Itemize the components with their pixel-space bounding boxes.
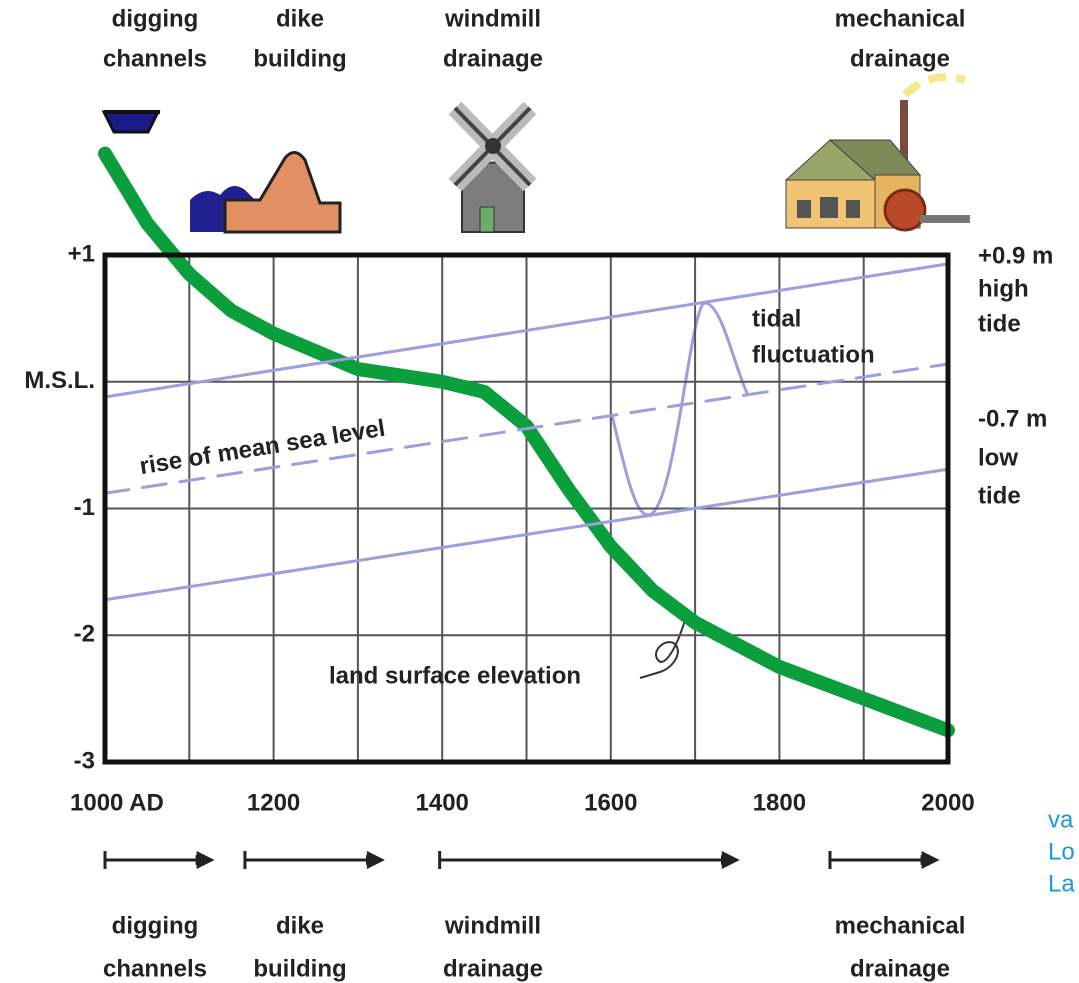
factory-icon bbox=[784, 73, 970, 232]
tide-label: low bbox=[978, 444, 1018, 471]
phase-label-bottom: channels bbox=[103, 955, 207, 982]
series-line bbox=[103, 262, 950, 399]
series-line bbox=[103, 362, 950, 495]
side-text: La bbox=[1048, 870, 1075, 897]
phase-label-top: dike bbox=[276, 5, 324, 32]
y-tick-label: +1 bbox=[68, 240, 95, 267]
side-text: va bbox=[1048, 806, 1074, 833]
plot-frame bbox=[102, 252, 951, 765]
leader-loop bbox=[639, 619, 686, 679]
y-tick-label: -2 bbox=[74, 621, 95, 648]
side-text: Lo bbox=[1048, 838, 1075, 865]
dike-icon bbox=[190, 151, 342, 234]
tidal-curve bbox=[610, 301, 750, 517]
windmill-icon bbox=[448, 101, 537, 233]
phase-label-top: channels bbox=[103, 45, 207, 72]
tide-label: tide bbox=[978, 310, 1021, 337]
y-tick-label: -3 bbox=[74, 747, 95, 774]
phase-label-bottom: drainage bbox=[443, 955, 543, 982]
phase-label-bottom: mechanical bbox=[835, 912, 966, 939]
series-line bbox=[98, 146, 955, 738]
channel-icon bbox=[101, 110, 161, 134]
x-tick-label: 1200 bbox=[247, 789, 300, 816]
tide-label: +0.9 m bbox=[978, 242, 1053, 269]
x-tick-label: 2000 bbox=[921, 789, 974, 816]
phase-label-bottom: dike bbox=[276, 912, 324, 939]
x-tick-label: 1800 bbox=[753, 789, 806, 816]
tide-label: -0.7 m bbox=[978, 405, 1047, 432]
y-tick-label: -1 bbox=[74, 494, 95, 521]
phase-arrow-tip bbox=[366, 851, 385, 869]
phase-label-top: drainage bbox=[850, 45, 950, 72]
phase-label-bottom: windmill bbox=[444, 912, 541, 939]
phase-label-top: windmill bbox=[444, 5, 541, 32]
phase-arrow-tip bbox=[921, 851, 940, 869]
tidal-label: tidal bbox=[752, 305, 801, 332]
phase-label-top: building bbox=[253, 45, 346, 72]
phase-label-top: drainage bbox=[443, 45, 543, 72]
phase-label-bottom: digging bbox=[112, 912, 199, 939]
phase-label-bottom: building bbox=[253, 955, 346, 982]
x-tick-label: 1400 bbox=[416, 789, 469, 816]
tide-label: high bbox=[978, 275, 1029, 302]
series-label: land surface elevation bbox=[329, 662, 581, 689]
phase-label-bottom: drainage bbox=[850, 955, 950, 982]
phase-arrow-tip bbox=[196, 851, 215, 869]
y-tick-label: M.S.L. bbox=[24, 367, 95, 394]
x-tick-label: 1600 bbox=[584, 789, 637, 816]
phase-arrow-tip bbox=[721, 851, 740, 869]
tidal-label: fluctuation bbox=[752, 341, 875, 368]
x-tick-label: 1000 AD bbox=[70, 789, 164, 816]
series-line bbox=[103, 467, 950, 602]
phase-label-top: digging bbox=[112, 5, 199, 32]
phase-label-top: mechanical bbox=[835, 5, 966, 32]
tide-label: tide bbox=[978, 482, 1021, 509]
